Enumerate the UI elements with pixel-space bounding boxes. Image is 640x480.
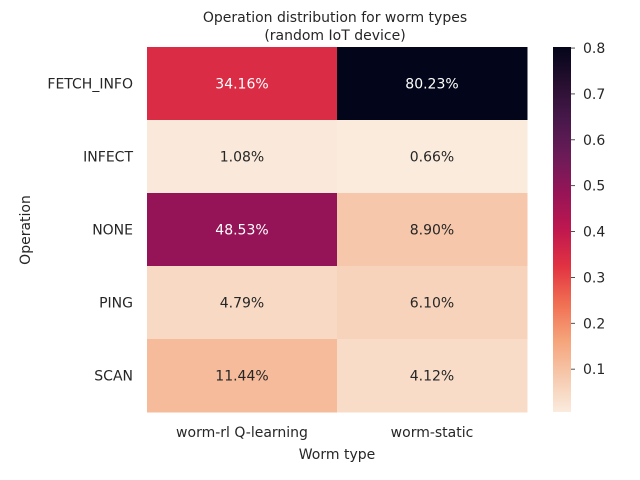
chart-title: Operation distribution for worm types [203,10,467,26]
y-tick-label: INFECT [83,150,133,166]
heatmap-cell [147,339,338,413]
cell-value-label: 4.79% [220,296,264,312]
heatmap-cell [147,193,338,267]
cell-value-label: 34.16% [215,77,268,93]
heatmap-cell [337,266,528,340]
cell-value-label: 1.08% [220,150,264,166]
x-axis-label: Worm type [299,447,375,463]
colorbar-tick-label: 0.7 [583,87,605,103]
cell-value-label: 80.23% [405,77,458,93]
cell-value-label: 6.10% [410,296,454,312]
colorbar-tick-label: 0.5 [583,179,605,195]
colorbar-tick-label: 0.4 [583,225,605,241]
x-tick-label: worm-static [391,425,474,441]
y-tick-label: PING [99,296,133,312]
heatmap-cell [337,193,528,267]
x-tick-labels: worm-rl Q-learning worm-static [176,425,473,441]
cell-value-label: 8.90% [410,223,454,239]
colorbar-tick-label: 0.8 [583,41,605,57]
heatmap-cell [147,120,338,194]
cell-value-label: 4.12% [410,369,454,385]
heatmap-cell [337,120,528,194]
colorbar-tick-label: 0.2 [583,316,605,332]
colorbar [553,47,571,412]
cell-value-label: 48.53% [215,223,268,239]
heatmap-cells: 34.16% 80.23% 1.08% 0.66% 48.53% 8.90% 4.79% 6.… [147,47,528,413]
colorbar-ticks: 0.1 0.2 0.3 0.4 0.5 0.6 0.7 0.8 [571,41,605,378]
cell-value-label: 0.66% [410,150,454,166]
y-tick-labels: FETCH_INFO INFECT NONE PING SCAN [47,77,133,385]
y-axis-label: Operation [18,195,34,265]
heatmap-cell [337,47,528,121]
heatmap-cell [147,47,338,121]
colorbar-tick-label: 0.6 [583,133,605,149]
colorbar-tick-label: 0.1 [583,362,605,378]
y-tick-label: FETCH_INFO [47,77,133,93]
heatmap-cell [337,339,528,413]
heatmap-cell [147,266,338,340]
y-tick-label: SCAN [94,369,133,385]
cell-value-label: 11.44% [215,369,268,385]
y-tick-label: NONE [92,223,133,239]
chart-subtitle: (random IoT device) [264,28,405,44]
colorbar-tick-label: 0.3 [583,270,605,286]
x-tick-label: worm-rl Q-learning [176,425,308,441]
